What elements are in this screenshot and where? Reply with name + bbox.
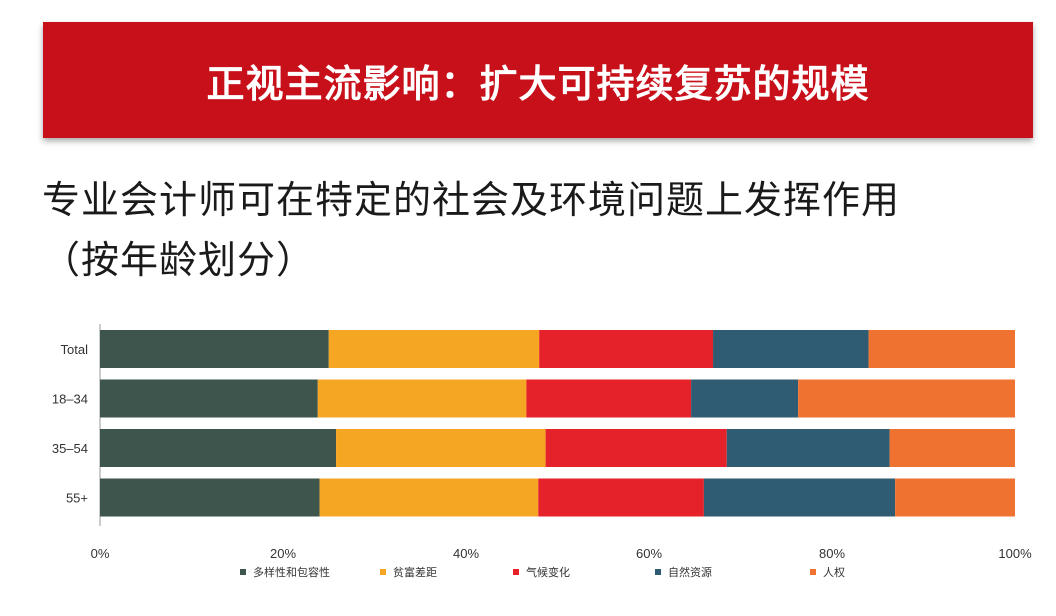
bar-segment xyxy=(713,330,869,368)
page-title: 正视主流影响：扩大可持续复苏的规模 xyxy=(206,61,870,106)
bar-segment xyxy=(328,330,540,368)
legend-swatch xyxy=(240,569,246,575)
stacked-bar-chart: Total 18–34 35–54 55+ 0% 20% 40% 60% 80% 100% 多样性和… xyxy=(52,324,1032,579)
bar-segment xyxy=(538,478,704,517)
y-tick-label: 35–54 xyxy=(52,441,88,456)
bar-segment xyxy=(317,379,527,418)
y-tick-label: 18–34 xyxy=(52,392,88,407)
legend-label: 多样性和包容性 xyxy=(253,565,330,579)
bar-segment xyxy=(100,330,329,368)
chart-subtitle: 专业会计师可在特定的社会及环境问题上发挥作用 （按年龄划分） xyxy=(42,170,1032,290)
x-tick-label: 40% xyxy=(453,546,479,561)
bar-segment xyxy=(100,429,337,467)
legend-swatch xyxy=(380,569,386,575)
y-tick-label: Total xyxy=(61,342,89,357)
bar-segment xyxy=(319,478,539,517)
bar-segment xyxy=(691,379,799,418)
bar-segment xyxy=(539,330,714,368)
legend-swatch xyxy=(810,569,816,575)
bar-segment xyxy=(798,379,1015,418)
y-tick-label: 55+ xyxy=(66,491,88,506)
x-tick-label: 80% xyxy=(819,546,845,561)
x-tick-label: 0% xyxy=(91,546,110,561)
legend-label: 自然资源 xyxy=(668,565,712,579)
legend-label: 人权 xyxy=(823,566,845,579)
bar-segment xyxy=(526,379,692,418)
x-tick-label: 20% xyxy=(270,546,296,561)
bar-segment xyxy=(889,429,1015,467)
x-tick-label: 100% xyxy=(998,546,1032,561)
bar-segment xyxy=(100,478,320,517)
chart-subtitle-line2: （按年龄划分） xyxy=(42,238,316,282)
header-banner: 正视主流影响：扩大可持续复苏的规模 xyxy=(43,22,1033,138)
x-tick-label: 60% xyxy=(636,546,662,561)
bar-segment xyxy=(336,429,546,467)
chart-subtitle-line1: 专业会计师可在特定的社会及环境问题上发挥作用 xyxy=(42,178,901,222)
bar-segment xyxy=(545,429,727,467)
legend-swatch xyxy=(513,569,519,575)
legend-swatch xyxy=(655,569,661,575)
legend-label: 气候变化 xyxy=(526,565,570,579)
legend-label: 贫富差距 xyxy=(393,565,437,579)
bar-segment xyxy=(726,429,890,467)
bar-segment xyxy=(703,478,896,517)
bar-segment xyxy=(100,379,318,418)
bar-segment xyxy=(895,478,1015,517)
bar-segment xyxy=(868,330,1015,368)
